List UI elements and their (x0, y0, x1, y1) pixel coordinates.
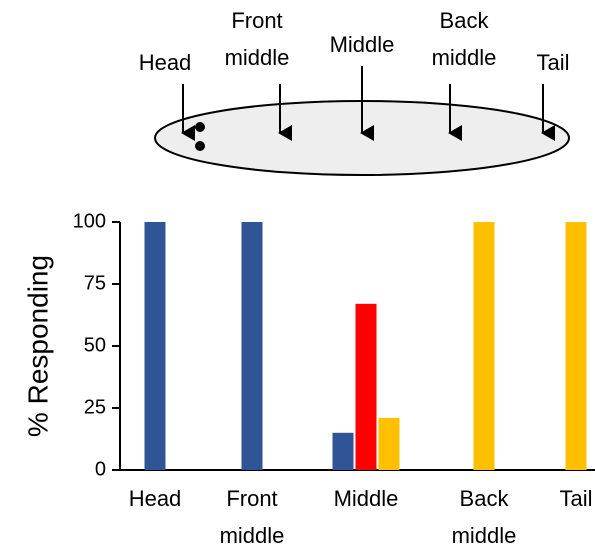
bar (379, 418, 400, 470)
body-region-label: Front middle (207, 2, 307, 76)
bar (356, 304, 377, 470)
y-tick-label: 25 (84, 396, 106, 418)
bar (474, 222, 495, 470)
bar (566, 222, 587, 470)
chart: % Responding 0 25 50 75 100 (0, 0, 595, 558)
y-tick-label: 0 (95, 458, 106, 480)
x-tick-label: Front middle (202, 480, 302, 554)
body-region-label: Back middle (414, 2, 514, 76)
y-axis-label: % Responding (22, 255, 53, 437)
body-region-label: Head (115, 44, 215, 81)
bar (145, 222, 166, 470)
x-tick-label: Middle (316, 480, 416, 517)
eye (195, 122, 205, 132)
bar (333, 433, 354, 470)
y-tick-label: 100 (73, 210, 106, 232)
y-tick-label: 50 (84, 334, 106, 356)
x-tick-label: Tail (526, 480, 595, 517)
bar (242, 222, 263, 470)
body-region-label: Tail (503, 44, 595, 81)
y-tick-label: 75 (84, 272, 106, 294)
eye (195, 141, 205, 151)
x-tick-label: Back middle (434, 480, 534, 554)
page: % Responding 0255075100 HeadFront middle… (0, 0, 595, 558)
x-tick-label: Head (105, 480, 205, 517)
body-region-label: Middle (312, 26, 412, 63)
